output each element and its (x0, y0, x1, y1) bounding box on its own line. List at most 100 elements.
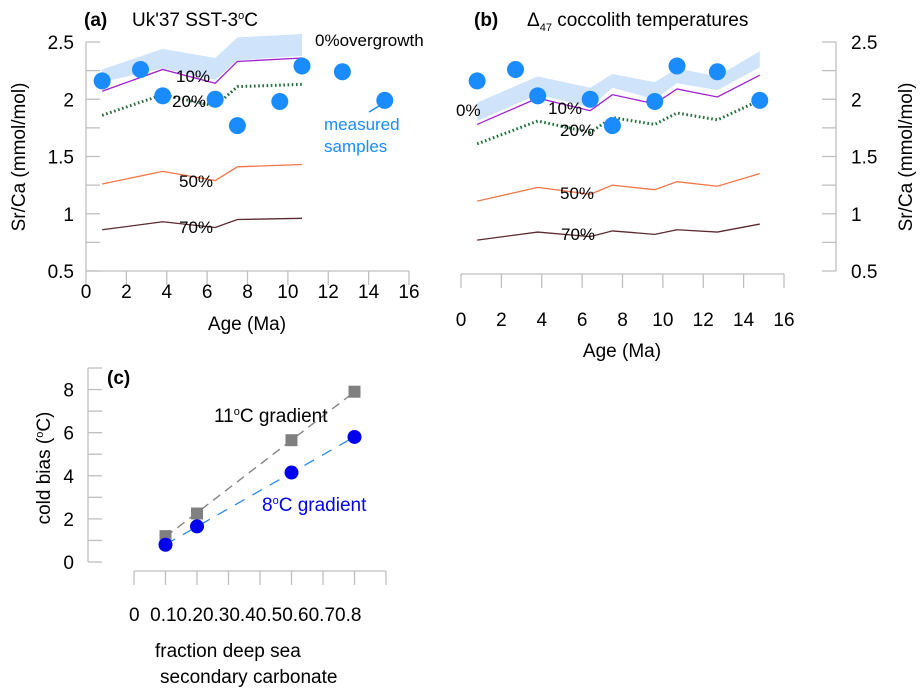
measured-sample-point (507, 60, 525, 78)
x-tick-label: 12 (693, 310, 714, 331)
x-tick-label: 2 (496, 310, 507, 331)
annotation-arrow (368, 101, 387, 113)
measured-sample-point (333, 63, 351, 81)
panel-c-xlabel-line2: secondary carbonate (160, 667, 337, 688)
panel-a-title: Uk'37 SST-3oC (132, 10, 258, 31)
x-tick-label: 16 (773, 310, 794, 331)
x-tick-label: 8 (242, 282, 253, 303)
y-tick-label: 8 (63, 381, 74, 402)
y-tick-label: 2.5 (48, 33, 74, 54)
x-tick-label: 0 (456, 310, 467, 331)
y-tick-label: 1 (851, 205, 862, 226)
x-tick-label: 14 (733, 310, 755, 331)
line-label-70: 70% (179, 218, 213, 237)
measured-samples-annotation-line1: measured (324, 115, 400, 134)
marker-8c-gradient (284, 465, 299, 480)
y-tick-label: 2 (63, 510, 74, 531)
panel-b: (b) Δ47 coccolith temperatures 0.5 1 1.5 2 2… (456, 10, 917, 362)
measured-sample-point (646, 93, 664, 111)
x-tick-label: 0 (81, 282, 92, 303)
measured-sample-point (271, 93, 289, 111)
line-label-20: 20% (172, 92, 206, 111)
line-label-50: 50% (560, 184, 594, 203)
panel-c: (c) 0 2 4 6 8 0 0.10.20.30.40.50.60.70.8 11oC… (34, 367, 387, 688)
x-tick-label: 8 (617, 310, 628, 331)
line-label-10: 10% (548, 99, 582, 118)
panel-a-ylabel: Sr/Ca (mmol/mol) (9, 83, 30, 232)
series-line-70-percent (102, 217, 303, 231)
band-0-percent (102, 33, 303, 83)
measured-sample-point (93, 72, 111, 90)
measured-samples (468, 57, 769, 135)
panel-c-xlabel-line1: fraction deep sea (155, 641, 301, 662)
series-line-10-percent (476, 74, 761, 126)
overgrowth-lines (476, 74, 761, 241)
y-tick-label: 1 (63, 205, 74, 226)
y-tick-label: 1.5 (48, 148, 74, 169)
measured-sample-point (668, 57, 686, 75)
panel-a-letter: (a) (84, 10, 107, 31)
line-label-70: 70% (561, 225, 595, 244)
x-tick-labels: 0 0.10.20.30.40.50.60.70.8 (129, 605, 361, 626)
panel-a-axes: 0.5 1 1.5 2 2.5 0 2 4 6 8 10 12 14 16 (48, 33, 420, 303)
panel-c-ylabel: cold bias (oC) (34, 412, 55, 525)
panel-a: (a) Uk'37 SST-3oC 0.5 1 1.5 2 2.5 0 2 4 6 8 10 12 14… (9, 10, 424, 335)
series-label-8c-gradient: 8oC gradient (262, 495, 367, 516)
panel-b-ylabel: Sr/Ca (mmol/mol) (896, 83, 917, 232)
panel-b-title: Δ47 coccolith temperatures (527, 10, 748, 34)
marker-8c-gradient (190, 519, 204, 534)
measured-sample-point (293, 57, 311, 75)
x-tick-label: 14 (358, 282, 380, 303)
panel-c-axes: 0 2 4 6 8 0 0.10.20.30.40.50.60.70.8 (63, 367, 387, 626)
x-tick-label: 16 (398, 282, 419, 303)
y-tick-label: 0.5 (851, 262, 877, 283)
panel-c-letter: (c) (107, 368, 130, 389)
y-tick-label: 4 (63, 467, 74, 488)
panel-b-xlabel: Age (Ma) (583, 341, 661, 362)
x-tick-label: 2 (121, 282, 132, 303)
y-tick-label: 2 (63, 90, 74, 111)
x-tick-label: 12 (318, 282, 339, 303)
measured-sample-point (228, 117, 246, 135)
line-label-20: 20% (560, 121, 594, 140)
x-tick-label: 10 (652, 310, 673, 331)
gradient-markers (158, 385, 362, 552)
measured-sample-point (603, 117, 621, 135)
measured-sample-point (708, 63, 726, 81)
measured-samples-annotation-line2: samples (324, 137, 387, 156)
x-tick-label: 6 (202, 282, 213, 303)
series-line-70-percent (477, 223, 760, 241)
trend-line-8c (165, 436, 355, 546)
band-label-0: 0% (456, 101, 481, 120)
overgrowth-0-band (477, 51, 760, 122)
y-tick-label: 2 (851, 90, 862, 111)
measured-sample-point (132, 60, 150, 78)
y-tick-label: 0.5 (48, 262, 74, 283)
measured-sample-point (581, 90, 599, 108)
y-tick-label: 1.5 (851, 148, 877, 169)
x-tick-label: 4 (536, 310, 547, 331)
y-tick-label: 6 (63, 424, 74, 445)
line-label-10: 10% (176, 67, 210, 86)
measured-sample-point (468, 72, 486, 90)
line-label-50: 50% (179, 172, 213, 191)
panel-a-xlabel: Age (Ma) (208, 314, 286, 335)
measured-sample-point (751, 91, 769, 109)
series-line-50-percent (102, 163, 303, 185)
panel-b-letter: (b) (474, 10, 498, 31)
band-0-percent (477, 51, 760, 122)
y-tick-label: 0 (63, 553, 74, 574)
trend-line-11c (165, 391, 355, 538)
y-tick-label: 2.5 (851, 33, 877, 54)
measured-sample-point (206, 90, 224, 108)
x-tick-label: 6 (577, 310, 588, 331)
marker-8c-gradient (347, 429, 362, 444)
x-tick-label: 10 (277, 282, 298, 303)
marker-8c-gradient (158, 537, 173, 552)
marker-11c-gradient (285, 434, 298, 447)
x-tick-label: 4 (161, 282, 172, 303)
overgrowth-0-band (102, 33, 303, 83)
series-line-50-percent (477, 173, 760, 202)
measured-sample-point (529, 87, 547, 105)
